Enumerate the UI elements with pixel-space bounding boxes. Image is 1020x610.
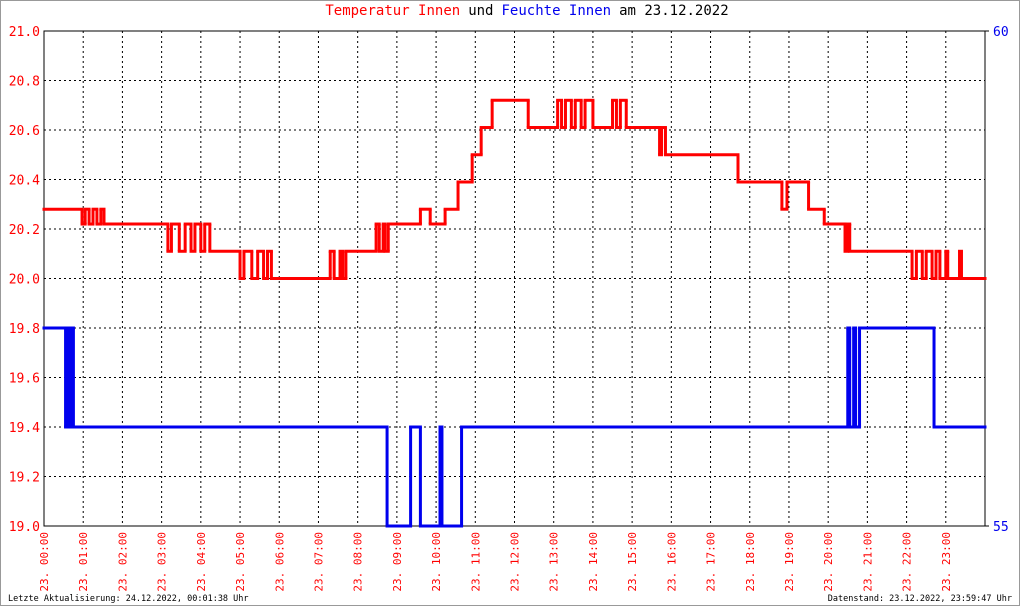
x-tick-label: 23. 15:00 — [626, 532, 639, 592]
y2-tick-label: 55 — [993, 520, 1009, 535]
y-tick-label: 19.2 — [9, 471, 40, 486]
y-tick-label: 20.2 — [9, 223, 40, 238]
x-tick-label: 23. 21:00 — [861, 532, 874, 592]
y-tick-label: 20.8 — [9, 75, 40, 90]
y-tick-label: 19.6 — [9, 372, 40, 387]
y-tick-label: 20.6 — [9, 124, 40, 139]
x-tick-label: 23. 11:00 — [469, 532, 482, 592]
x-tick-label: 23. 23:00 — [940, 532, 953, 592]
title-part: am 23.12.2022 — [619, 3, 729, 19]
title-part: Feuchte Innen — [502, 3, 612, 19]
x-tick-label: 23. 02:00 — [116, 532, 129, 592]
x-tick-label: 23. 18:00 — [744, 532, 757, 592]
x-tick-label: 23. 08:00 — [352, 532, 365, 592]
x-tick-label: 23. 16:00 — [665, 532, 678, 592]
x-tick-label: 23. 05:00 — [234, 532, 247, 592]
x-tick-label: 23. 22:00 — [901, 532, 914, 592]
title-part: Temperatur Innen — [325, 3, 460, 19]
y-tick-label: 19.8 — [9, 322, 40, 337]
title-part: und — [468, 3, 493, 19]
x-tick-label: 23. 10:00 — [430, 532, 443, 592]
y-tick-label: 21.0 — [9, 25, 40, 40]
chart-title: Temperatur Innen und Feuchte Innen am 23.12… — [325, 3, 728, 19]
x-tick-label: 23. 03:00 — [156, 532, 169, 592]
x-tick-label: 23. 17:00 — [705, 532, 718, 592]
x-tick-label: 23. 01:00 — [77, 532, 90, 592]
x-tick-label: 23. 09:00 — [391, 532, 404, 592]
x-tick-label: 23. 07:00 — [312, 532, 325, 592]
x-tick-label: 23. 20:00 — [822, 532, 835, 592]
x-tick-label: 23. 00:00 — [38, 532, 51, 592]
y-tick-label: 20.0 — [9, 273, 40, 288]
y2-tick-label: 60 — [993, 25, 1009, 40]
footer-left: Letzte Aktualisierung: 24.12.2022, 00:01… — [8, 594, 249, 604]
x-tick-label: 23. 06:00 — [273, 532, 286, 592]
x-tick-label: 23. 12:00 — [509, 532, 522, 592]
y-tick-label: 19.0 — [9, 520, 40, 535]
y-tick-label: 19.4 — [9, 421, 40, 436]
y-tick-label: 20.4 — [9, 174, 40, 189]
x-tick-label: 23. 13:00 — [548, 532, 561, 592]
x-tick-label: 23. 19:00 — [783, 532, 796, 592]
x-tick-label: 23. 14:00 — [587, 532, 600, 592]
x-tick-label: 23. 04:00 — [195, 532, 208, 592]
footer-right: Datenstand: 23.12.2022, 23:59:47 Uhr — [828, 594, 1012, 604]
